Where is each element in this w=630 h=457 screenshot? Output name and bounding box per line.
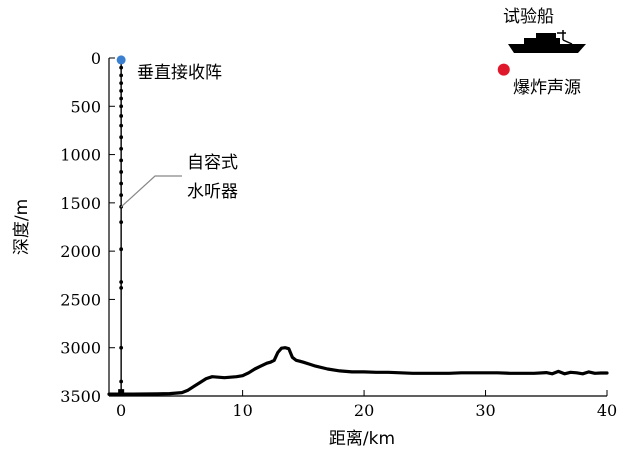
hydrophone-dot (119, 280, 124, 284)
hydrophone-dot (119, 123, 124, 128)
ticks-layer: 0 10 20 30 40 0 500 1000 1500 2000 2500 3000 3500 (60, 49, 617, 420)
hydrophone-dot (119, 158, 124, 163)
y-tick-label: 0 (91, 49, 101, 68)
seabed-profile (107, 346, 609, 396)
x-tick-label: 0 (116, 401, 126, 420)
hydrophone-dot (119, 114, 124, 118)
x-tick-label: 10 (232, 401, 252, 420)
vla-label: 垂直接收阵 (137, 63, 222, 83)
hydrophone-dot (119, 285, 124, 290)
y-tick-label: 2500 (60, 290, 101, 309)
hydrophone-dot (119, 96, 124, 101)
hydrophone-leader-line (120, 175, 182, 208)
y-tick-label: 1000 (60, 146, 101, 165)
y-tick-label: 3000 (60, 339, 101, 358)
vertical-array (118, 59, 125, 394)
x-tick-label: 20 (354, 401, 374, 420)
hydrophone-dot (119, 345, 124, 350)
hydrophone-dot (119, 135, 124, 140)
hydrophone-dot (119, 88, 124, 93)
anchor-weight (118, 389, 125, 394)
hydrophone-dot (119, 193, 124, 198)
y-axis-label: 深度/m (12, 199, 32, 255)
hydrophone-dot (119, 81, 124, 86)
y-tick-label: 2000 (60, 242, 101, 261)
y-tick-label: 3500 (60, 387, 101, 406)
y-tick-label: 1500 (60, 194, 101, 213)
hydrophone-dot (119, 170, 124, 174)
hydrophone-dot (119, 65, 124, 70)
hydrophone-label-line2: 水听器 (187, 182, 238, 202)
explosive-source-marker (497, 63, 510, 76)
hydrophone-dot (119, 181, 124, 186)
source-label: 爆炸声源 (513, 78, 581, 98)
hydrophone-dot (119, 379, 124, 384)
x-tick-label: 40 (597, 401, 617, 420)
x-tick-label: 30 (475, 401, 495, 420)
hydrophone-dot (119, 220, 124, 225)
ship-icon (508, 30, 586, 53)
ship-label: 试验船 (503, 7, 554, 27)
hydrophone-dot (119, 104, 124, 109)
x-axis-label: 距离/km (329, 429, 395, 449)
hydrophone-dot (119, 247, 124, 252)
hydrophone-dot (119, 73, 124, 78)
hydrophone-label-line1: 自容式 (187, 153, 238, 173)
hydrophone-dot (119, 146, 124, 151)
buoy-marker (116, 55, 126, 65)
y-tick-label: 500 (70, 97, 101, 116)
